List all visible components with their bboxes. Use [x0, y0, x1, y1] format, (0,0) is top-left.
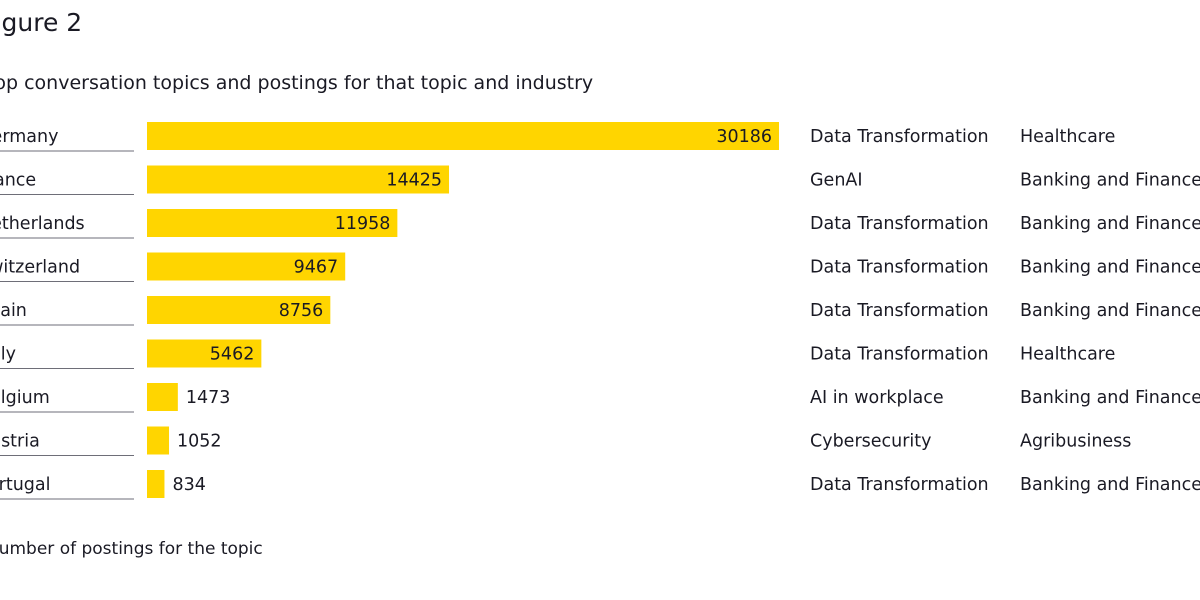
- bar: [147, 122, 779, 150]
- industry-label: Banking and Finance: [1020, 301, 1200, 321]
- country-label: Belgium: [0, 388, 50, 408]
- industry-label: Banking and Finance: [1020, 171, 1200, 191]
- figure-title: Figure 2: [0, 8, 83, 37]
- bar: [147, 470, 165, 498]
- industry-label: Banking and Finance: [1020, 214, 1200, 234]
- chart-subtitle: Top conversation topics and postings for…: [0, 72, 594, 94]
- industry-label: Banking and Finance: [1020, 258, 1200, 278]
- bar: [147, 165, 450, 194]
- value-label: 14425: [386, 171, 442, 191]
- country-label: Spain: [0, 301, 27, 321]
- chart-footnote: Number of postings for the topic: [0, 539, 263, 559]
- country-label: France: [0, 171, 36, 191]
- bar: [147, 383, 178, 411]
- country-label: Italy: [0, 345, 16, 365]
- topic-label: Data Transformation: [810, 301, 989, 321]
- bar: [147, 426, 170, 455]
- country-label: Germany: [0, 127, 58, 147]
- country-label: Austria: [0, 432, 40, 452]
- value-label: 8756: [279, 301, 324, 321]
- value-label: 1052: [177, 432, 222, 452]
- topic-label: GenAI: [810, 171, 863, 191]
- value-label: 1473: [186, 388, 231, 408]
- bar: [147, 209, 398, 237]
- industry-label: Healthcare: [1020, 345, 1115, 365]
- topic-label: Cybersecurity: [810, 432, 932, 452]
- value-label: 30186: [716, 127, 772, 147]
- bar: [147, 252, 346, 281]
- country-label: Netherlands: [0, 214, 85, 234]
- value-label: 5462: [210, 345, 255, 365]
- bar: [147, 296, 331, 324]
- country-label: Portugal: [0, 475, 50, 495]
- value-label: 9467: [294, 258, 339, 278]
- topic-label: AI in workplace: [810, 388, 944, 408]
- value-label: 834: [172, 475, 205, 495]
- topic-label: Data Transformation: [810, 258, 989, 278]
- industry-label: Agribusiness: [1020, 432, 1131, 452]
- country-label: Switzerland: [0, 258, 80, 278]
- value-label: 11958: [335, 214, 391, 234]
- topic-label: Data Transformation: [810, 214, 989, 234]
- industry-label: Healthcare: [1020, 127, 1115, 147]
- industry-label: Banking and Finance: [1020, 475, 1200, 495]
- topic-label: Data Transformation: [810, 475, 989, 495]
- topic-label: Data Transformation: [810, 345, 989, 365]
- topic-label: Data Transformation: [810, 127, 989, 147]
- bar: [147, 339, 262, 368]
- industry-label: Banking and Finance: [1020, 388, 1200, 408]
